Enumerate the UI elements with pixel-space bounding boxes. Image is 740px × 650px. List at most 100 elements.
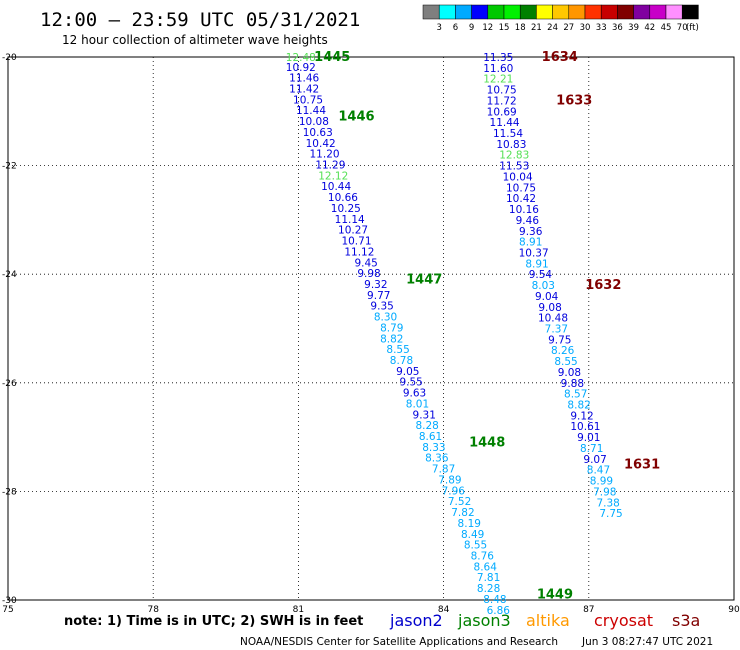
wave-height-value: 7.81 [477, 572, 500, 584]
colorbar-label: 70 [677, 23, 688, 33]
x-tick-label: 75 [2, 605, 13, 615]
wave-height-value: 11.60 [483, 63, 513, 75]
wave-height-value: 9.31 [413, 409, 436, 421]
colorbar-swatch [471, 4, 489, 20]
wave-height-value: 11.44 [490, 117, 520, 129]
wave-height-value: 10.44 [321, 181, 351, 193]
wave-height-value: 11.72 [487, 95, 517, 107]
wave-height-value: 8.57 [564, 389, 587, 401]
pass-number-label: 1447 [406, 273, 442, 288]
wave-height-value: 12.48 [286, 52, 316, 64]
pass-number-label: 1631 [624, 457, 660, 472]
credit-line: NOAA/NESDIS Center for Satellite Applica… [240, 636, 558, 648]
wave-height-value: 10.42 [306, 138, 336, 150]
observation-labels: 12.4810.9211.4611.4210.7511.4410.0810.63… [286, 52, 623, 617]
pass-number-label: 1446 [338, 110, 374, 125]
wave-height-value: 9.75 [548, 334, 571, 346]
wave-height-value: 9.04 [535, 291, 559, 303]
wave-height-value: 7.38 [596, 497, 619, 509]
colorbar-label: 45 [661, 23, 672, 33]
wave-height-value: 7.87 [432, 464, 455, 476]
legend-satellite-cryosat: cryosat [594, 611, 653, 630]
wave-height-value: 10.08 [299, 116, 329, 128]
wave-height-value: 8.49 [461, 529, 484, 541]
wave-height-value: 11.46 [289, 73, 319, 85]
wave-height-value: 8.55 [386, 344, 409, 356]
wave-height-value: 7.96 [442, 485, 466, 497]
x-tick-label: 81 [293, 605, 304, 615]
wave-height-value: 9.07 [583, 454, 606, 466]
wave-height-value: 7.75 [599, 508, 622, 520]
wave-height-value: 8.36 [425, 453, 449, 465]
y-tick-label: -26 [2, 379, 17, 389]
wave-height-value: 10.69 [487, 106, 517, 118]
wave-height-value: 8.55 [554, 356, 577, 368]
colorbar-label: 15 [499, 23, 510, 33]
colorbar-swatch [681, 4, 699, 20]
y-tick-label: -30 [2, 596, 17, 606]
wave-height-value: 10.04 [503, 171, 533, 183]
wave-height-value: 8.33 [422, 442, 445, 454]
x-tick-label: 84 [438, 605, 450, 615]
pass-number-label: 1632 [585, 278, 621, 293]
gridlines [8, 57, 734, 600]
colorbar-label: 12 [482, 23, 493, 33]
x-tick-label: 90 [728, 605, 740, 615]
wave-height-value: 10.27 [338, 225, 368, 237]
pass-number-label: 1449 [537, 588, 573, 603]
wave-height-value: 10.83 [496, 139, 526, 151]
wave-height-value: 9.32 [364, 279, 387, 291]
plot-area [7, 56, 735, 601]
wave-height-value: 12.12 [318, 170, 348, 182]
wave-height-value: 8.03 [532, 280, 555, 292]
wave-height-value: 10.63 [303, 127, 333, 139]
wave-height-value: 11.42 [289, 83, 319, 95]
wave-height-value: 10.75 [487, 85, 517, 97]
colorbar-label: 9 [469, 23, 474, 33]
wave-height-value: 10.75 [293, 94, 323, 106]
y-tick-label: -24 [2, 270, 17, 280]
x-tick-label: 87 [583, 605, 594, 615]
pass-labels: 1445 1446 1447 1448 1449 1634 1633 1632 1631 [314, 50, 660, 603]
colorbar-swatch [503, 4, 521, 20]
legend-satellite-jason2: jason2 [389, 611, 443, 630]
wave-height-value: 8.48 [483, 594, 506, 606]
colorbar-swatch [665, 4, 683, 20]
wave-height-value: 8.55 [464, 540, 487, 552]
wave-height-value: 8.71 [580, 443, 603, 455]
wave-height-value: 9.36 [519, 226, 543, 238]
colorbar-swatch [536, 4, 553, 20]
wave-height-value: 10.75 [506, 182, 536, 194]
wave-height-value: 11.35 [483, 52, 513, 64]
wave-height-value: 12.21 [483, 74, 513, 86]
wave-height-value: 10.66 [328, 192, 358, 204]
wave-height-value: 8.91 [525, 258, 548, 270]
colorbar-swatch [487, 4, 505, 20]
axis-ticks: 75 78 81 84 87 90 -20 -22 -24 -26 -28 -30 [2, 53, 740, 615]
colorbar-label: 24 [547, 23, 558, 33]
colorbar-swatch [438, 4, 456, 20]
colorbar-label: 21 [531, 23, 542, 33]
wave-height-value: 11.14 [335, 214, 365, 226]
y-tick-label: -28 [2, 487, 17, 497]
wave-height-value: 8.30 [374, 312, 397, 324]
wave-height-value: 8.79 [380, 322, 403, 334]
wave-height-value: 8.82 [380, 333, 403, 345]
wave-height-value: 12.83 [499, 150, 529, 162]
wave-height-value: 7.52 [448, 496, 471, 508]
colorbar-swatch [455, 4, 472, 20]
wave-height-value: 8.91 [519, 237, 542, 249]
wave-height-value: 9.08 [538, 302, 561, 314]
colorbar-label: 27 [563, 23, 574, 33]
pass-number-label: 1445 [314, 50, 350, 65]
wave-height-value: 9.35 [370, 301, 393, 313]
colorbar-label: 33 [596, 23, 607, 33]
colorbar-swatch [422, 4, 440, 20]
wave-height-value: 6.86 [487, 605, 511, 617]
colorbar-label: 30 [580, 23, 591, 33]
pass-number-label: 1448 [469, 436, 505, 451]
wave-height-value: 9.45 [354, 257, 377, 269]
wave-height-value: 11.54 [493, 128, 523, 140]
wave-height-value: 8.82 [567, 400, 590, 412]
wave-height-value: 9.12 [570, 410, 593, 422]
